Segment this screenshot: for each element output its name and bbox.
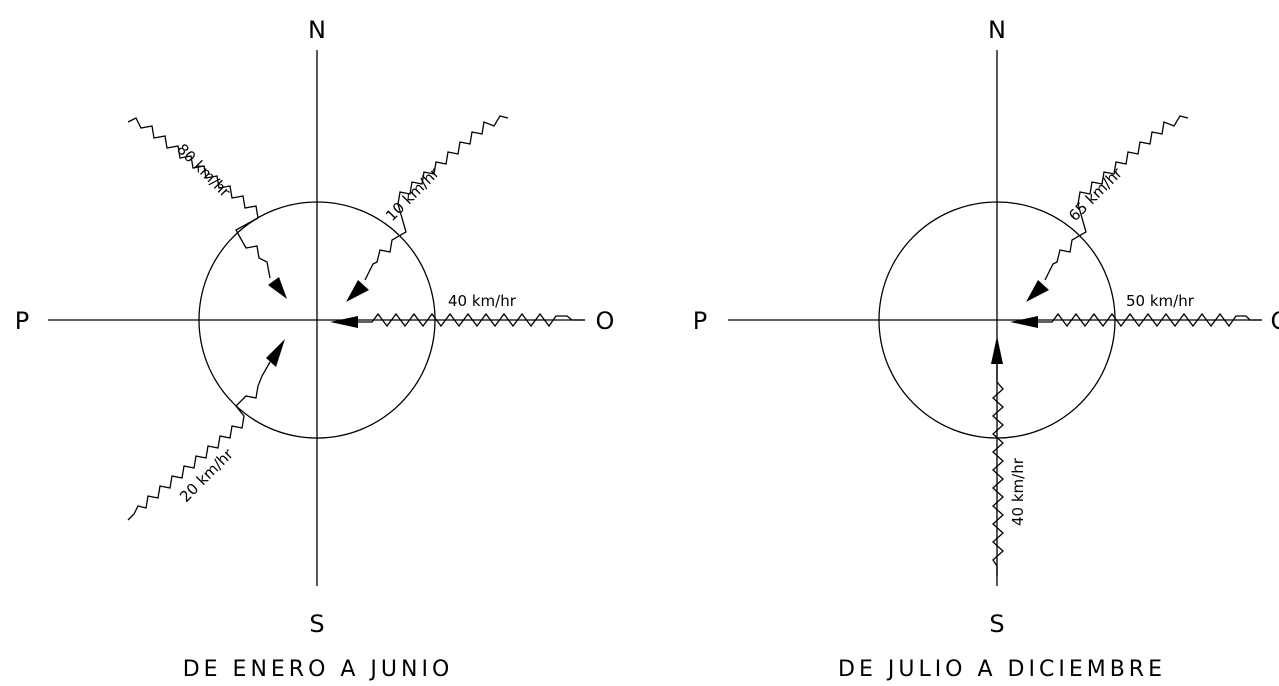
wind-speed-label: 50 km/hr <box>1126 292 1195 310</box>
wind-speed-label: 65 km/hr <box>1065 164 1126 225</box>
wind-zigzag <box>992 364 1004 576</box>
wind-arrow-e: 40 km/hr <box>330 292 585 328</box>
arrowhead <box>346 280 369 302</box>
south-label: S <box>309 610 324 638</box>
wind-arrow-s: 40 km/hr <box>991 336 1027 576</box>
north-label: N <box>308 16 326 44</box>
wind-zigzag <box>1035 312 1262 328</box>
west-label: P <box>15 307 29 335</box>
arrowhead <box>1026 280 1049 302</box>
wind-zigzag <box>1044 115 1189 281</box>
wind-arrow-ne: 10 km/hr <box>346 115 509 302</box>
period-caption: DE ENERO A JUNIO <box>183 657 454 682</box>
period-caption: DE JULIO A DICIEMBRE <box>838 657 1166 682</box>
wind-arrow-e: 50 km/hr <box>1010 292 1262 328</box>
west-label: P <box>693 307 707 335</box>
reference-circle <box>198 201 436 439</box>
arrowhead <box>991 336 1003 364</box>
wind-arrow-ne: 65 km/hr <box>1026 115 1189 302</box>
wind-zigzag <box>127 117 271 279</box>
wind-speed-label: 10 km/hr <box>382 164 443 225</box>
wind-zigzag <box>127 361 271 521</box>
arrowhead <box>1010 316 1038 328</box>
wind-diagram-july-december: N S P O 65 km/hr 50 km/hr 40 km/hr DE JU… <box>693 16 1279 682</box>
wind-diagram-january-june: N S P O 80 km/hr 10 km/hr 40 km/hr 20 km… <box>15 16 615 682</box>
wind-speed-label: 80 km/hr <box>173 140 234 201</box>
wind-speed-label: 40 km/hr <box>1009 457 1027 526</box>
wind-arrow-sw: 20 km/hr <box>127 339 285 521</box>
wind-zigzag <box>355 312 585 328</box>
north-label: N <box>988 16 1006 44</box>
east-label: O <box>596 307 615 335</box>
wind-zigzag <box>364 115 509 281</box>
arrowhead <box>268 277 287 299</box>
south-label: S <box>989 610 1004 638</box>
arrowhead <box>330 316 358 328</box>
wind-speed-label: 40 km/hr <box>448 292 517 310</box>
arrowhead <box>266 339 285 367</box>
wind-arrow-nw: 80 km/hr <box>127 117 287 299</box>
east-label: O <box>1271 307 1279 335</box>
